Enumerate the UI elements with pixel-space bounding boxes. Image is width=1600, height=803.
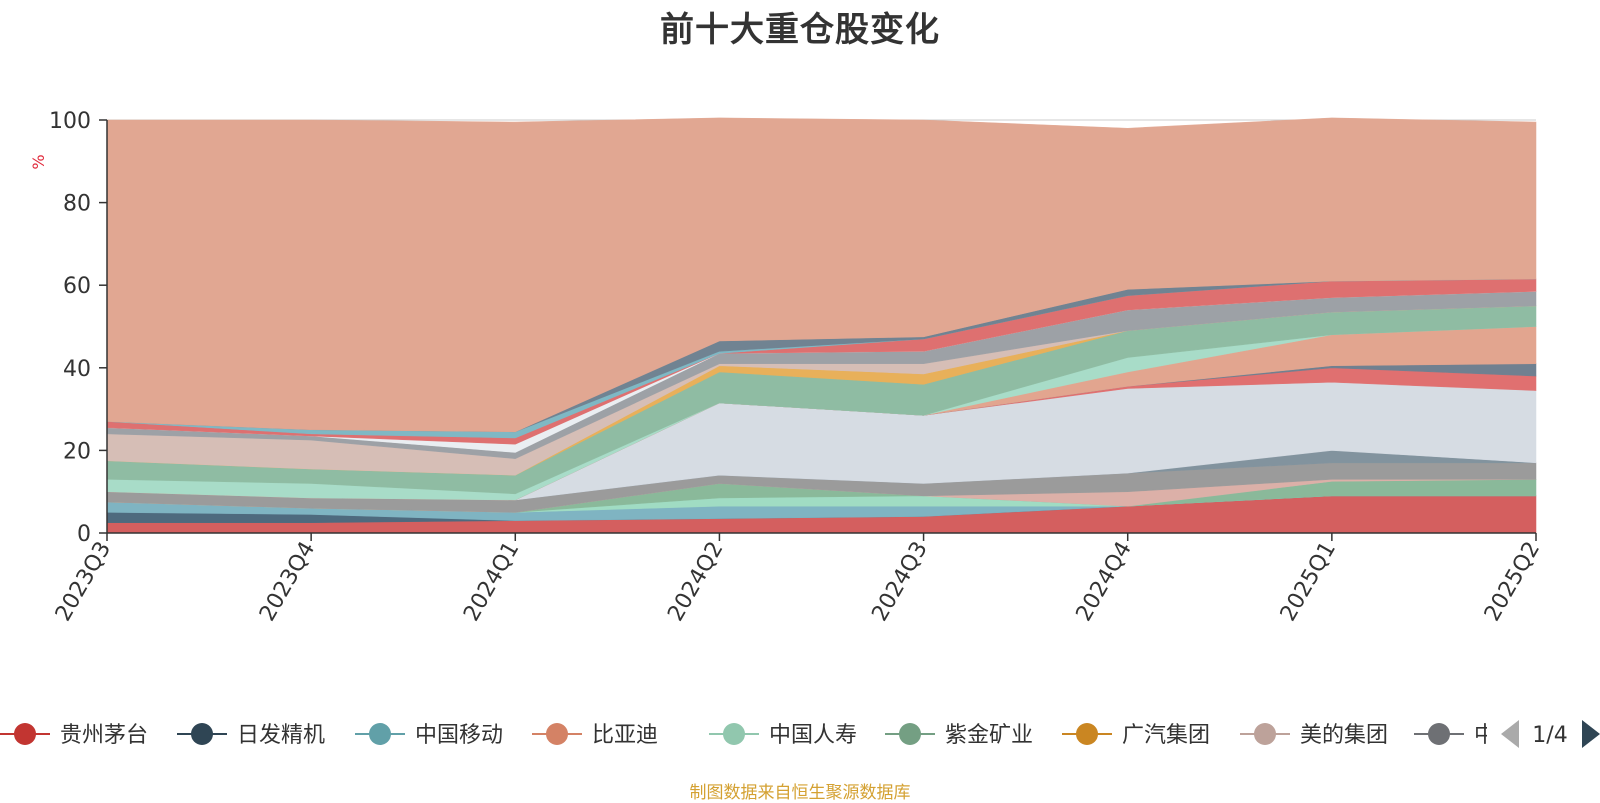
- legend-item[interactable]: 日发精机: [177, 723, 325, 748]
- y-tick-label: 20: [63, 439, 91, 464]
- x-tick-label: 2023Q4: [255, 538, 320, 626]
- legend-item[interactable]: 中国人寿: [709, 723, 857, 748]
- source-note: 制图数据来自恒生聚源数据库: [689, 783, 911, 803]
- chart-title: 前十大重仓股变化: [660, 10, 940, 50]
- legend-label: 紫金矿业: [945, 723, 1033, 748]
- x-tick-label: 2024Q1: [459, 538, 524, 626]
- legend-circle-icon: [369, 723, 391, 745]
- x-tick-label: 2024Q2: [663, 538, 728, 626]
- legend-item[interactable]: 贵州茅台: [0, 723, 148, 748]
- y-tick-label: 40: [63, 357, 91, 382]
- legend-circle-icon: [1076, 723, 1098, 745]
- legend-item[interactable]: 广汽集团: [1062, 723, 1210, 748]
- legend-item[interactable]: 比亚迪: [532, 723, 658, 748]
- legend-circle-icon: [14, 723, 36, 745]
- y-tick-label: 60: [63, 274, 91, 299]
- legend-circle-icon: [191, 723, 213, 745]
- legend-label: 中国移动: [415, 723, 503, 748]
- legend-item[interactable]: 紫金矿业: [885, 723, 1033, 748]
- legend-item[interactable]: 中国移动: [355, 723, 503, 748]
- legend-prev-page-icon[interactable]: [1501, 720, 1519, 748]
- legend-item[interactable]: 中国...: [1414, 723, 1539, 748]
- x-tick-label: 2025Q1: [1276, 538, 1341, 626]
- legend-circle-icon: [546, 723, 568, 745]
- area-series: [106, 117, 1537, 534]
- y-tick-label: 80: [63, 192, 91, 217]
- legend-label: 广汽集团: [1122, 723, 1210, 748]
- legend-pager: 1/4: [1501, 720, 1600, 748]
- x-tick-label: 2025Q2: [1480, 538, 1545, 626]
- legend-circle-icon: [1428, 723, 1450, 745]
- legend-circle-icon: [723, 723, 745, 745]
- y-tick-label: 0: [77, 522, 91, 547]
- legend-circle-icon: [1254, 723, 1276, 745]
- legend-label: 贵州茅台: [60, 723, 148, 748]
- legend-label: 日发精机: [237, 723, 325, 748]
- legend-label: 中国人寿: [769, 723, 857, 748]
- legend-next-page-icon[interactable]: [1582, 720, 1600, 748]
- legend-label: 美的集团: [1300, 723, 1388, 748]
- legend-label: 比亚迪: [592, 723, 658, 748]
- legend-page-indicator: 1/4: [1532, 723, 1567, 748]
- area-series-22: [106, 117, 1537, 433]
- legend-label: 中国...: [1474, 723, 1539, 748]
- y-axis-unit-label: %: [29, 154, 48, 169]
- x-tick-label: 2024Q3: [867, 538, 932, 626]
- y-tick-label: 100: [49, 109, 91, 134]
- x-tick-label: 2024Q4: [1072, 538, 1137, 626]
- legend-item[interactable]: 美的集团: [1240, 723, 1388, 748]
- x-tick-label: 2023Q3: [51, 538, 116, 626]
- legend: 贵州茅台 日发精机 中国移动 比亚迪 中国人寿 紫金矿业 广汽集团 美的集团 中国...: [0, 723, 1539, 748]
- legend-circle-icon: [899, 723, 921, 745]
